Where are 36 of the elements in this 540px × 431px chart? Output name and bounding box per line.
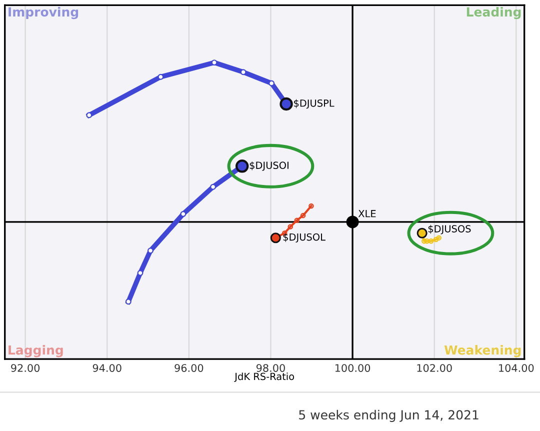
- x-tick-label: 104.00: [499, 364, 534, 372]
- x-tick-label: 96.00: [174, 364, 204, 372]
- x-tick-label: 98.00: [256, 364, 285, 372]
- series-label: $DJUSOL: [283, 233, 326, 243]
- text: 5 weeks ending Jun 14, 2021: [299, 410, 478, 422]
- point: [210, 184, 216, 190]
- point: [86, 112, 92, 118]
- point: [294, 218, 300, 223]
- point: [346, 216, 359, 228]
- text: Lagging: [8, 345, 63, 358]
- x-tick-label: 92.00: [11, 364, 40, 372]
- series-label: $DJUSPL: [294, 99, 334, 109]
- x-tick-label: 94.00: [92, 364, 122, 372]
- point: [421, 238, 427, 244]
- point: [211, 60, 218, 66]
- point: [240, 69, 246, 76]
- point: [433, 236, 439, 242]
- x-axis-title: JdK RS-Ratio: [234, 372, 294, 382]
- point: [147, 248, 154, 254]
- point: [288, 224, 294, 230]
- point: [436, 235, 442, 241]
- point: [300, 212, 306, 218]
- point: [158, 74, 164, 80]
- text: Leading: [466, 6, 521, 20]
- text: Improving: [8, 6, 78, 20]
- x-tick-label: 102.00: [417, 364, 452, 372]
- series-label: $DJUSOS: [428, 224, 471, 234]
- text: Weakening: [444, 345, 521, 358]
- point: [180, 210, 186, 217]
- point: [308, 203, 314, 209]
- point: [268, 80, 275, 86]
- x-tick-label: 100.00: [335, 364, 370, 372]
- point: [125, 298, 132, 305]
- series-label: $DJUSOI: [250, 161, 288, 171]
- series-label: XLE: [358, 210, 376, 218]
- point: [137, 270, 144, 276]
